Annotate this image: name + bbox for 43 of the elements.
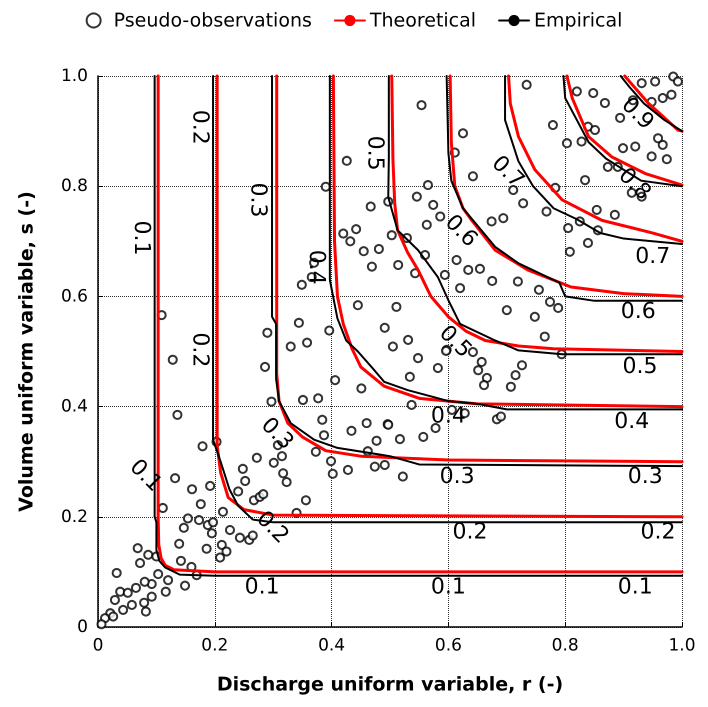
annotation: 0.6 (620, 298, 656, 324)
annotation: 0.6 (440, 210, 482, 252)
annotation: 0.1 (124, 454, 167, 497)
x-axis-title: Discharge uniform variable, r (-) (216, 674, 564, 696)
annotation: 0.5 (434, 320, 477, 363)
annotation: 0.9 (616, 92, 659, 135)
x-tick-label: 0.2 (201, 636, 228, 656)
annotation: 0.8 (613, 162, 656, 206)
annotation: 0.3 (628, 464, 663, 490)
y-tick-label: 0.4 (60, 396, 88, 417)
annotation: 0.5 (362, 136, 388, 171)
legend-label: Theoretical (368, 10, 476, 32)
legend-label: Pseudo-observations (114, 10, 312, 32)
annotation: 0.5 (622, 354, 658, 379)
y-tick-label: 1.0 (60, 66, 88, 86)
annotation: 0.2 (251, 506, 294, 549)
annotation: 0.4 (614, 409, 650, 434)
annotation: 0.4 (430, 404, 466, 429)
x-tick-label: 0.8 (552, 636, 579, 656)
x-tick-label: 0.4 (318, 636, 346, 656)
annotation: 0.1 (618, 574, 653, 600)
annotation: 0.1 (430, 574, 466, 600)
y-tick-label: 0.8 (60, 176, 88, 196)
annotation: 0.1 (128, 220, 154, 256)
y-tick-label: 0 (77, 617, 88, 637)
annotation: 0.3 (246, 182, 271, 218)
annotation: 0.2 (187, 110, 212, 145)
annotation: 0.2 (187, 332, 212, 368)
x-tick-label: 1.0 (668, 636, 696, 656)
y-tick-label: 0.2 (60, 506, 88, 527)
x-tick-label: 0.6 (434, 636, 462, 656)
annotation: 0.2 (452, 519, 488, 544)
y-tick-label: 0.6 (60, 286, 88, 306)
y-axis-title: Volume uniform variable, s (-) (16, 191, 38, 512)
annotation: 0.3 (440, 464, 475, 490)
annotation: 0.4 (304, 250, 330, 285)
x-tick-label: 0 (92, 636, 104, 656)
legend-label: Empirical (534, 10, 622, 32)
annotation: 0.7 (635, 244, 670, 269)
annotation: 0.1 (244, 574, 280, 600)
annotation: 0.2 (640, 519, 676, 544)
annotation: 0.3 (256, 412, 298, 455)
annotation: 0.7 (486, 150, 530, 194)
